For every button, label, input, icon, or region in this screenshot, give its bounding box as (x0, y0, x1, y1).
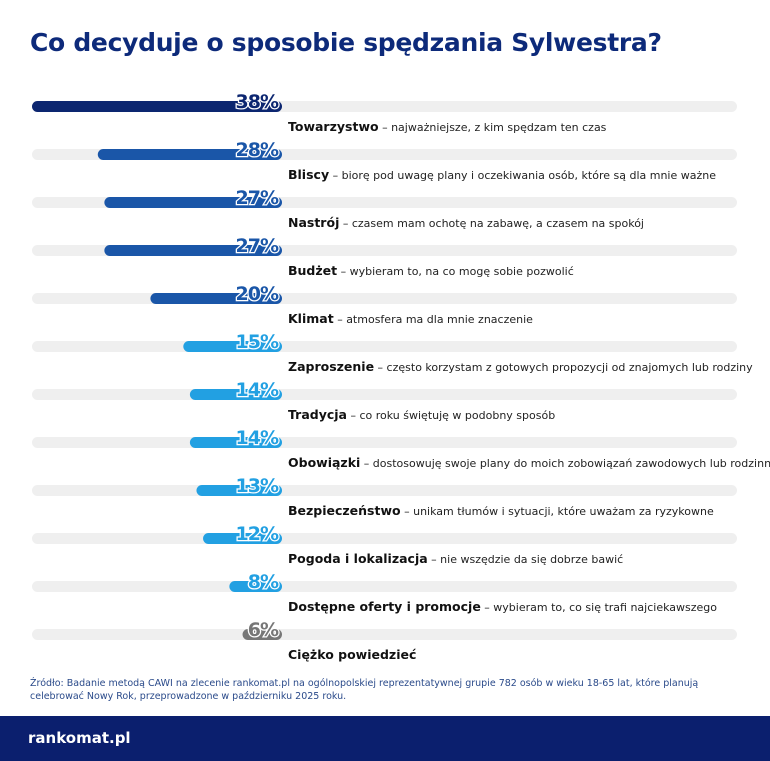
bar (203, 533, 282, 544)
footer: rankomat.pl (0, 716, 770, 761)
source-note: Źródło: Badanie metodą CAWI na zlecenie … (30, 678, 699, 702)
category-label: Klimat – atmosfera ma dla mnie znaczenie (288, 311, 533, 326)
value-label: 15% (236, 331, 279, 353)
rankomat-logo: rankomat.pl (28, 729, 131, 747)
bar (189, 437, 282, 448)
value-label: 38% (236, 91, 279, 113)
category-description: – czasem mam ochotę na zabawę, a czasem … (339, 217, 644, 230)
category-label: Dostępne oferty i promocje – wybieram to… (288, 599, 717, 614)
chart-title: Co decyduje o sposobie spędzania Sylwest… (30, 28, 662, 57)
bar (150, 293, 282, 304)
category-description: – często korzystam z gotowych propozycji… (374, 361, 753, 374)
bar (97, 149, 282, 160)
category-label: Zaproszenie – często korzystam z gotowyc… (288, 359, 753, 374)
bar (183, 341, 282, 352)
category-name: Tradycja (288, 407, 347, 422)
value-label: 8% (248, 571, 279, 593)
category-label: Ciężko powiedzieć (288, 647, 416, 662)
category-description: – dostosowuję swoje plany do moich zobow… (360, 457, 770, 470)
value-label: 6% (248, 619, 279, 641)
category-description: – wybieram to, co się trafi najciekawsze… (480, 601, 717, 614)
bar (104, 197, 282, 208)
value-label: 28% (236, 139, 279, 161)
category-label: Obowiązki – dostosowuję swoje plany do m… (288, 455, 770, 470)
category-name: Ciężko powiedzieć (288, 647, 417, 662)
category-label: Towarzystwo – najważniejsze, z kim spędz… (288, 119, 606, 134)
bar-track (32, 389, 737, 400)
category-name: Bliscy (288, 167, 330, 182)
bar-track (32, 629, 737, 640)
bar-track (32, 485, 737, 496)
category-label: Pogoda i lokalizacja – nie wszędzie da s… (288, 551, 623, 566)
category-description: – atmosfera ma dla mnie znaczenie (333, 313, 533, 326)
value-label: 27% (236, 235, 279, 257)
bar-track (32, 341, 737, 352)
category-name: Zaproszenie (288, 359, 375, 374)
bar-track (32, 581, 737, 592)
category-description: – wybieram to, na co mogę sobie pozwolić (337, 265, 574, 278)
bar (242, 629, 282, 640)
category-name: Budżet (288, 263, 338, 278)
category-name: Dostępne oferty i promocje (288, 599, 481, 614)
category-description: – najważniejsze, z kim spędzam ten czas (378, 121, 607, 134)
category-name: Pogoda i lokalizacja (288, 551, 428, 566)
value-label: 14% (236, 427, 279, 449)
value-label: 12% (236, 523, 279, 545)
category-name: Nastrój (288, 215, 340, 230)
category-label: Tradycja – co roku świętuję w podobny sp… (288, 407, 555, 422)
bar (189, 389, 282, 400)
category-description: – co roku świętuję w podobny sposób (346, 409, 556, 422)
value-label: 27% (236, 187, 279, 209)
category-description: – biorę pod uwagę plany i oczekiwania os… (329, 169, 716, 182)
bar (32, 101, 282, 112)
category-label: Nastrój – czasem mam ochotę na zabawę, a… (288, 215, 644, 230)
category-description: – nie wszędzie da się dobrze bawić (427, 553, 624, 566)
value-label: 14% (236, 379, 279, 401)
category-name: Bezpieczeństwo (288, 503, 401, 518)
bar-chart: 38% 28% 27% 27% 20% 15% 14% 14% 13% 12% 8% 6% (32, 90, 737, 642)
category-label: Bezpieczeństwo – unikam tłumów i sytuacj… (288, 503, 714, 518)
bar-track (32, 533, 737, 544)
category-name: Klimat (288, 311, 334, 326)
bar-track (32, 437, 737, 448)
category-description: – unikam tłumów i sytuacji, które uważam… (400, 505, 714, 518)
bar (104, 245, 282, 256)
bar-track (32, 293, 737, 304)
category-name: Towarzystwo (288, 119, 379, 134)
value-label: 13% (236, 475, 279, 497)
category-label: Budżet – wybieram to, na co mogę sobie p… (288, 263, 574, 278)
category-label: Bliscy – biorę pod uwagę plany i oczekiw… (288, 167, 716, 182)
bar (196, 485, 282, 496)
bar (229, 581, 282, 592)
value-label: 20% (236, 283, 279, 305)
category-name: Obowiązki (288, 455, 361, 470)
